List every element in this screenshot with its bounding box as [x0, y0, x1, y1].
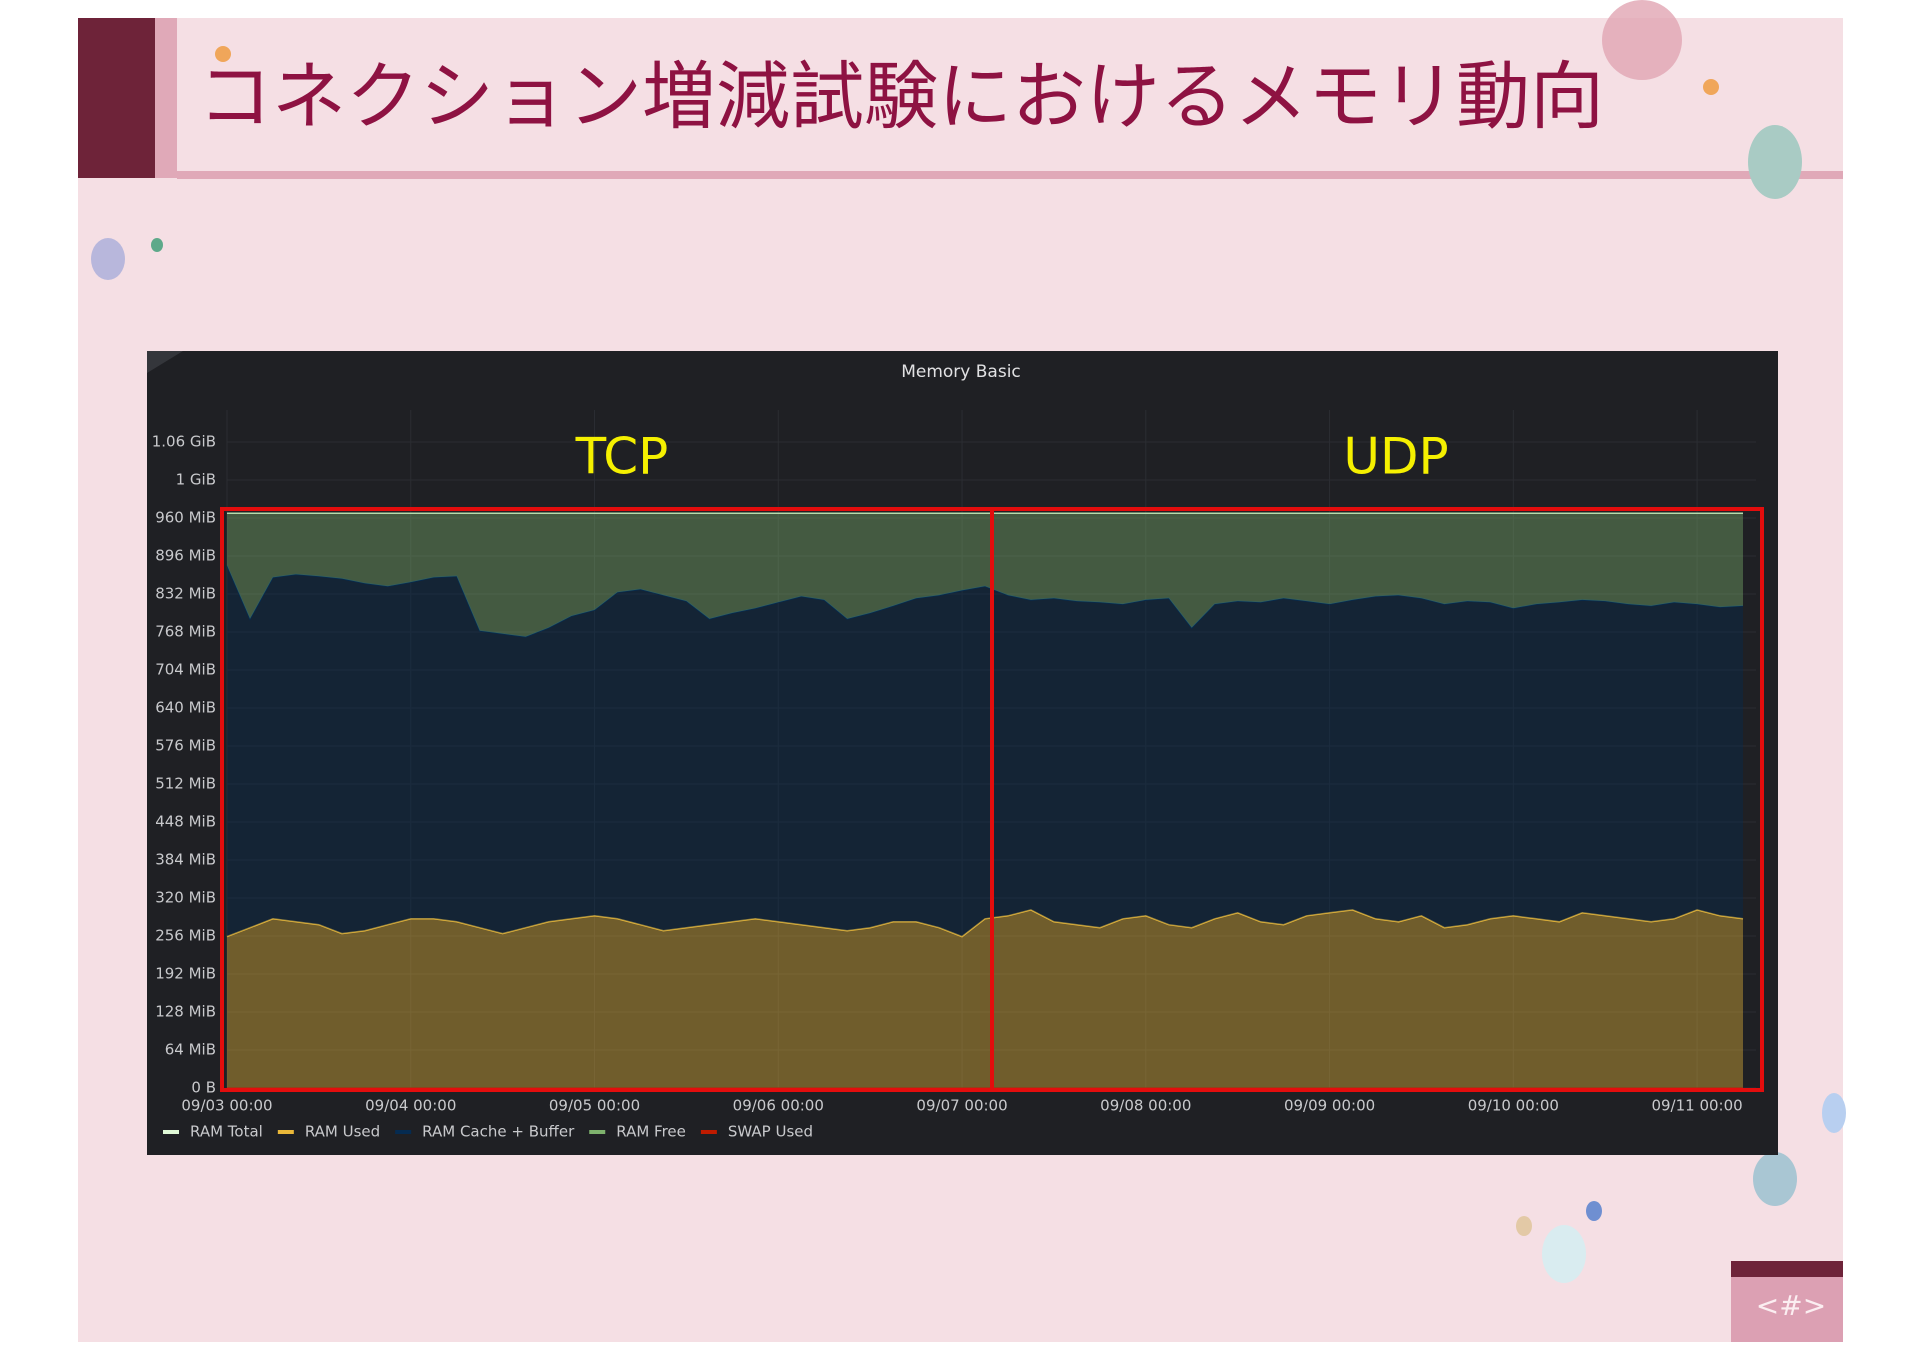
decoration	[215, 46, 231, 62]
decoration	[1602, 0, 1682, 80]
area-line	[226, 909, 1744, 938]
annotation: TCP	[575, 428, 669, 486]
y-tick-label: 896 MiB	[155, 547, 216, 565]
y-tick-label: 1.06 GiB	[152, 433, 216, 451]
chart-title: Memory Basic	[901, 362, 1021, 382]
y-tick-label: 640 MiB	[155, 699, 216, 717]
legend-label: SWAP Used	[728, 1123, 813, 1141]
decoration	[1516, 1216, 1532, 1236]
x-tick-label: 09/06 00:00	[733, 1097, 824, 1115]
legend-swatch	[589, 1130, 606, 1134]
decoration	[1822, 1093, 1846, 1133]
highlight-box	[990, 507, 1764, 1092]
area	[227, 909, 1743, 1088]
y-tick-label: 576 MiB	[155, 737, 216, 755]
x-tick-label: 09/05 00:00	[549, 1097, 640, 1115]
y-tick-label: 704 MiB	[155, 661, 216, 679]
page-box-strip	[1731, 1261, 1843, 1277]
x-tick-label: 09/07 00:00	[916, 1097, 1007, 1115]
decoration	[91, 238, 125, 280]
y-tick-label: 1 GiB	[176, 471, 216, 489]
y-tick-label: 960 MiB	[155, 509, 216, 527]
y-tick-label: 768 MiB	[155, 623, 216, 641]
x-tick-label: 09/10 00:00	[1468, 1097, 1559, 1115]
page-number: <#>	[1756, 1289, 1826, 1322]
area-line	[226, 565, 1744, 638]
annotation: UDP	[1343, 428, 1448, 486]
area	[227, 513, 1743, 637]
decoration	[1748, 125, 1802, 199]
slide-title: コネクション増減試験におけるメモリ動向	[198, 54, 1604, 140]
y-tick-label: 128 MiB	[155, 1003, 216, 1021]
decoration	[1542, 1225, 1586, 1283]
title-accent	[78, 18, 155, 178]
y-tick-label: 64 MiB	[165, 1041, 216, 1059]
decoration	[1753, 1152, 1797, 1206]
x-tick-label: 09/04 00:00	[365, 1097, 456, 1115]
legend-label: RAM Used	[305, 1123, 380, 1141]
legend-label: RAM Free	[616, 1123, 686, 1141]
x-tick-label: 09/03 00:00	[181, 1097, 272, 1115]
legend-swatch	[277, 1130, 294, 1134]
legend-swatch	[395, 1130, 412, 1134]
legend-swatch	[700, 1130, 717, 1134]
y-tick-label: 320 MiB	[155, 889, 216, 907]
legend-label: RAM Cache + Buffer	[422, 1123, 575, 1141]
x-tick-label: 09/09 00:00	[1284, 1097, 1375, 1115]
legend-label: RAM Total	[190, 1123, 263, 1141]
legend-swatch	[163, 1130, 179, 1134]
y-tick-label: 512 MiB	[155, 775, 216, 793]
y-tick-label: 832 MiB	[155, 585, 216, 603]
x-tick-label: 09/08 00:00	[1100, 1097, 1191, 1115]
decoration	[151, 238, 163, 252]
decoration	[1703, 79, 1719, 95]
panel-corner	[147, 351, 183, 373]
y-tick-label: 256 MiB	[155, 927, 216, 945]
area	[227, 565, 1743, 937]
decoration	[1586, 1201, 1602, 1221]
title-accent	[155, 18, 177, 178]
y-tick-label: 448 MiB	[155, 813, 216, 831]
y-tick-label: 0 B	[191, 1079, 216, 1097]
y-tick-label: 192 MiB	[155, 965, 216, 983]
x-tick-label: 09/11 00:00	[1651, 1097, 1742, 1115]
y-tick-label: 384 MiB	[155, 851, 216, 869]
title-rule	[177, 171, 1843, 179]
